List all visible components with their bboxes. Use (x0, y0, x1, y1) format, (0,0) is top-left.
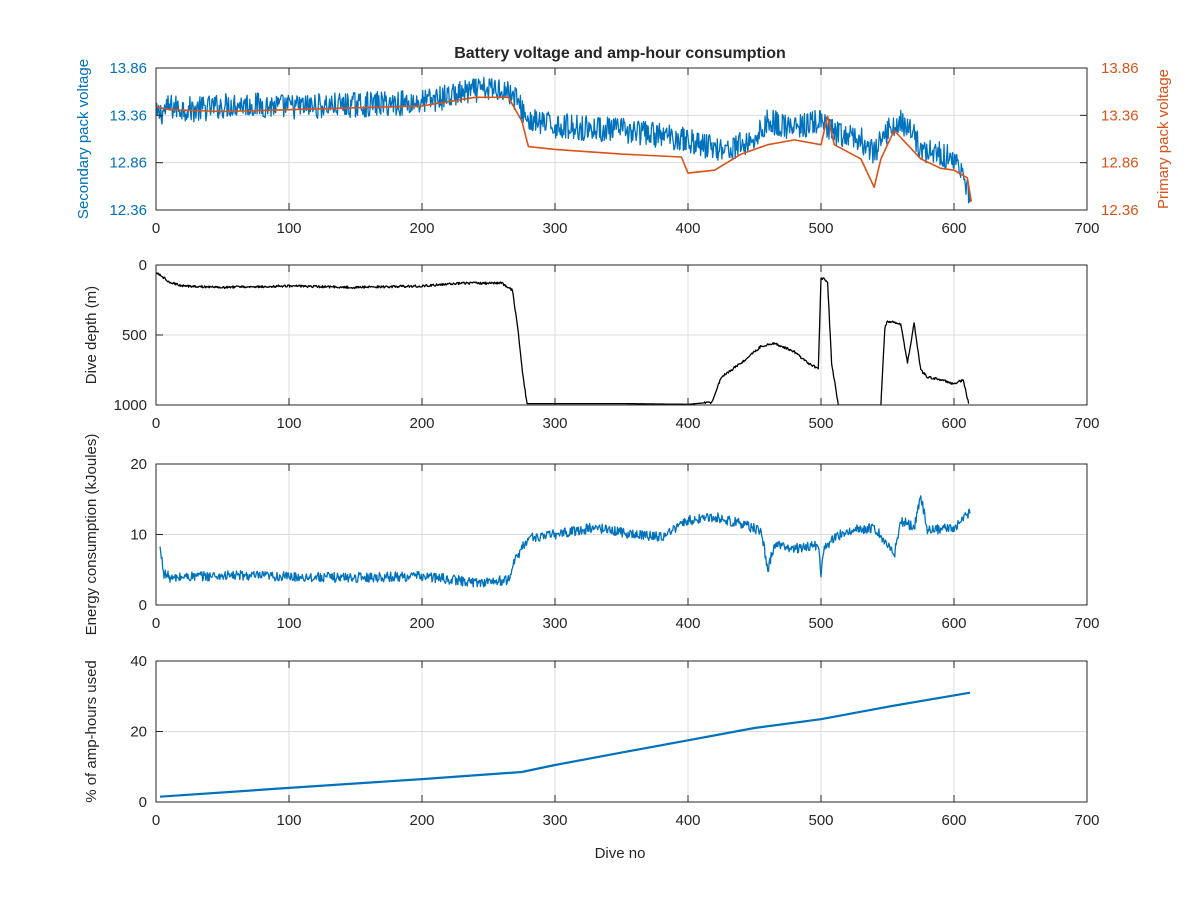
series-line-3-1 (159, 495, 971, 588)
y-right-tick-label: 13.36 (1101, 107, 1139, 124)
x-tick-label: 100 (276, 220, 301, 237)
y-tick-label: 20 (130, 724, 147, 741)
figure-title: Battery voltage and amp-hour consumption (454, 45, 786, 62)
y-right-tick-label: 13.86 (1101, 60, 1139, 77)
x-tick-label: 400 (675, 615, 700, 632)
x-tick-label: 200 (409, 415, 434, 432)
x-tick-label: 700 (1074, 615, 1099, 632)
x-tick-label: 700 (1074, 415, 1099, 432)
x-tick-label: 200 (409, 615, 434, 632)
y-tick-label: 1000 (114, 397, 147, 414)
y-tick-label: 0 (139, 794, 147, 811)
y-right-tick-label: 12.36 (1101, 202, 1139, 219)
y-tick-label: 500 (122, 327, 147, 344)
y-axis-label: Secondary pack voltage (75, 59, 92, 219)
series-line-2-1 (156, 271, 970, 405)
x-tick-label: 300 (542, 220, 567, 237)
x-tick-label: 300 (542, 415, 567, 432)
plot-1: 0 100 200 300 400 500 600 70012.3612.8613.3613.… (75, 59, 1172, 237)
y-axis-label: Energy consumption (kJoules) (83, 434, 100, 636)
series-line-1-2 (156, 96, 973, 202)
x-tick-label: 400 (675, 220, 700, 237)
plot-2: 0 100 200 300 400 500 600 700 0 500 1000 Dive depth… (83, 257, 1100, 432)
x-tick-label: 200 (409, 812, 434, 829)
x-tick-label: 300 (542, 812, 567, 829)
x-tick-label: 0 (152, 812, 160, 829)
x-tick-label: 300 (542, 615, 567, 632)
y-tick-label: 12.86 (109, 155, 147, 172)
x-tick-label: 0 (152, 220, 160, 237)
y-tick-label: 13.86 (109, 60, 147, 77)
series-line-4-1 (159, 691, 971, 798)
x-tick-label: 400 (675, 415, 700, 432)
y-axis-label: % of amp-hours used (83, 660, 100, 803)
y-tick-label: 0 (139, 597, 147, 614)
x-tick-label: 700 (1074, 812, 1099, 829)
y-right-axis-label: Primary pack voltage (1155, 69, 1172, 209)
axes-box (155, 67, 1088, 211)
x-tick-label: 100 (276, 415, 301, 432)
x-tick-label: 100 (276, 615, 301, 632)
x-tick-label: 600 (941, 615, 966, 632)
x-tick-label: 100 (276, 812, 301, 829)
y-tick-label: 40 (130, 653, 147, 670)
y-tick-label: 12.36 (109, 202, 147, 219)
y-right-tick-label: 12.86 (1101, 155, 1139, 172)
x-tick-label: 500 (808, 220, 833, 237)
x-tick-label: 500 (808, 812, 833, 829)
x-tick-label: 400 (675, 812, 700, 829)
x-axis-label: Dive no (595, 845, 646, 862)
x-tick-label: 200 (409, 220, 434, 237)
y-axis-label: Dive depth (m) (83, 286, 100, 384)
x-tick-label: 0 (152, 415, 160, 432)
y-tick-label: 0 (139, 257, 147, 274)
plots: 0 100 200 300 400 500 600 70012.3612.8613.3613.… (75, 59, 1172, 829)
y-tick-label: 20 (130, 456, 147, 473)
x-tick-label: 600 (941, 220, 966, 237)
y-tick-label: 13.36 (109, 107, 147, 124)
plot-4: 0 100 200 300 400 500 600 700 0 20 40 % of amp-hour… (83, 653, 1100, 829)
x-tick-label: 600 (941, 812, 966, 829)
x-tick-label: 600 (941, 415, 966, 432)
x-tick-label: 700 (1074, 220, 1099, 237)
x-tick-label: 500 (808, 415, 833, 432)
plot-3: 0 100 200 300 400 500 600 700 0 10 20 Energy consum… (83, 434, 1100, 636)
series-line-1-1 (156, 76, 971, 204)
x-tick-label: 0 (152, 615, 160, 632)
y-tick-label: 10 (130, 527, 147, 544)
x-tick-label: 500 (808, 615, 833, 632)
